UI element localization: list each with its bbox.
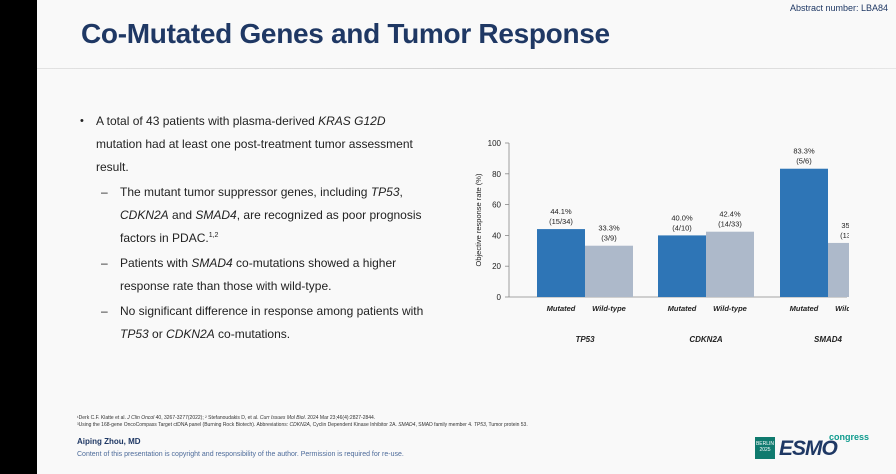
y-tick-label: 0 <box>497 293 502 302</box>
title-divider <box>37 68 896 69</box>
x-series-label: Mutated <box>668 304 697 313</box>
bar-count-label: (3/9) <box>601 234 617 243</box>
bar-count-label: (14/33) <box>718 220 742 229</box>
footnote-abbreviations: ³Using the 168-gene OncoCompass Target c… <box>77 422 528 428</box>
x-series-label: Wild-type <box>713 304 747 313</box>
x-series-label: Mutated <box>790 304 819 313</box>
footnote-references: ¹Derk C.F. Klatte et al. J Clin Oncol 40… <box>77 415 376 421</box>
bar-smad4-wildtype <box>828 242 849 297</box>
y-tick-label: 100 <box>488 139 502 148</box>
bullet-list: • A total of 43 patients with plasma-der… <box>77 110 427 346</box>
dash-bullet-icon: – <box>101 185 108 199</box>
slide: Abstract number: LBA84 Co-Mutated Genes … <box>37 0 896 474</box>
congress-wordmark: congress <box>829 432 870 442</box>
bar-tp53-mutated <box>537 229 585 297</box>
bar-value-label: 42.4% <box>719 210 741 219</box>
esmo-wordmark: ESMO <box>779 437 838 460</box>
footnotes: ¹Derk C.F. Klatte et al. J Clin Oncol 40… <box>77 415 777 429</box>
x-group-label-cdkn2a: CDKN2A <box>689 335 723 344</box>
x-series-label: Wild-type <box>835 304 849 313</box>
response-rate-chart: 0 20 40 60 80 100 Objective response rate (%) 4… <box>474 139 849 344</box>
bar-cdkn2a-mutated <box>658 235 706 297</box>
x-series-label: Mutated <box>547 304 576 313</box>
bar-tp53-wildtype <box>585 245 633 297</box>
bar-value-label: 44.1% <box>550 207 572 216</box>
y-tick-label: 20 <box>492 262 501 271</box>
y-axis-label: Objective response rate (%) <box>474 173 483 266</box>
bar-value-label: 40.0% <box>671 213 693 222</box>
copyright-notice: Content of this presentation is copyrigh… <box>77 451 404 458</box>
bar-value-label: 83.3% <box>793 147 815 156</box>
y-tick-label: 40 <box>492 231 501 240</box>
x-group-label-smad4: SMAD4 <box>814 335 843 344</box>
page-title: Co-Mutated Genes and Tumor Response <box>81 18 610 49</box>
x-series-label: Wild-type <box>592 304 626 313</box>
abstract-number: Abstract number: LBA84 <box>789 3 888 13</box>
main-bullet: • A total of 43 patients with plasma-der… <box>77 110 427 179</box>
dash-bullet-icon: – <box>101 256 108 270</box>
bullet-dot-icon: • <box>80 115 84 127</box>
author-name: Aiping Zhou, MD <box>77 437 141 446</box>
bar-smad4-mutated <box>780 168 828 297</box>
esmo-congress-logo: BERLIN 2025 ESMO congress <box>755 432 883 464</box>
y-tick-label: 80 <box>492 170 501 179</box>
sub-bullet-smad4: – Patients with SMAD4 co-mutations showe… <box>77 252 427 298</box>
bar-value-label: 33.3% <box>598 224 620 233</box>
y-tick-label: 60 <box>492 201 501 210</box>
x-group-label-tp53: TP53 <box>575 335 595 344</box>
berlin-badge: BERLIN 2025 <box>755 437 775 459</box>
bar-count-label: (15/34) <box>549 217 573 226</box>
sub-bullet-prognosis: – The mutant tumor suppressor genes, inc… <box>77 181 427 250</box>
bar-count-label: (13/37) <box>840 231 849 240</box>
bar-count-label: (5/6) <box>796 157 812 166</box>
dash-bullet-icon: – <box>101 304 108 318</box>
citation-superscript: 1,2 <box>208 232 219 239</box>
sub-bullet-no-difference: – No significant difference in response … <box>77 300 427 346</box>
bar-value-label: 35.1% <box>841 221 849 230</box>
bar-count-label: (4/10) <box>672 223 692 232</box>
bar-cdkn2a-wildtype <box>706 231 754 297</box>
